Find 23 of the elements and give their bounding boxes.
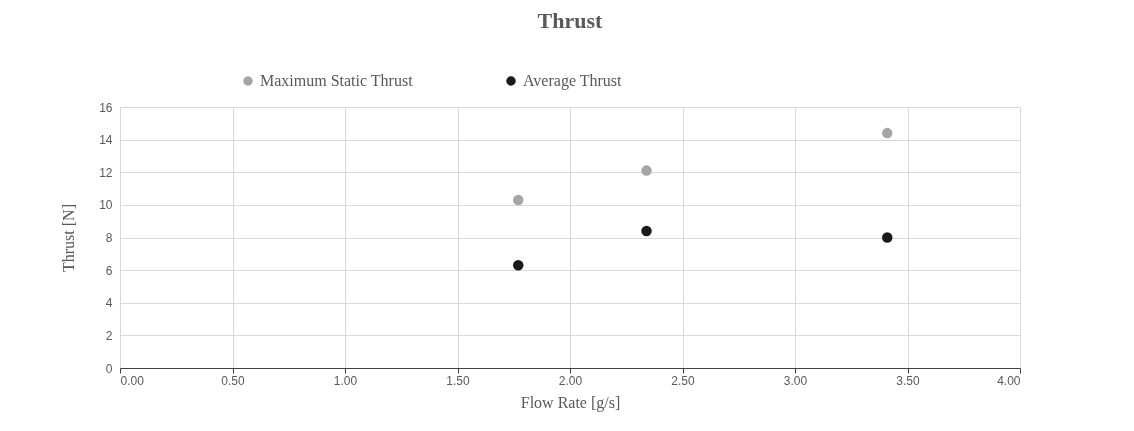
y-tick-label: 10 — [99, 198, 113, 213]
x-tick-label: 1.50 — [446, 373, 470, 388]
x-tick-label: 2.00 — [558, 373, 583, 388]
y-tick-label: 2 — [105, 328, 113, 343]
x-axis-title: Flow Rate [g/s] — [520, 393, 621, 412]
x-tick-label: 0.50 — [221, 373, 245, 388]
y-axis-title: Thrust [N] — [60, 204, 78, 272]
x-tick-label: 4.00 — [997, 373, 1021, 388]
x-tick-label: 3.00 — [783, 373, 808, 388]
legend-label: Maximum Static Thrust — [260, 72, 414, 89]
x-tick-label: 1.00 — [333, 373, 358, 388]
chart-title: Thrust — [537, 8, 604, 33]
y-tick-label: 12 — [99, 165, 113, 180]
y-tick-label: 16 — [99, 100, 113, 115]
x-tick-label: 0.00 — [120, 373, 145, 388]
y-tick-label: 4 — [105, 296, 113, 311]
x-tick-label: 2.50 — [671, 373, 695, 388]
y-tick-label: 6 — [105, 263, 113, 278]
x-tick-label: 3.50 — [896, 373, 920, 388]
y-tick-label: 0 — [105, 361, 113, 376]
y-tick-label: 8 — [105, 231, 113, 245]
legend-label: Average Thrust — [523, 72, 623, 90]
y-tick-label: 14 — [99, 133, 113, 148]
